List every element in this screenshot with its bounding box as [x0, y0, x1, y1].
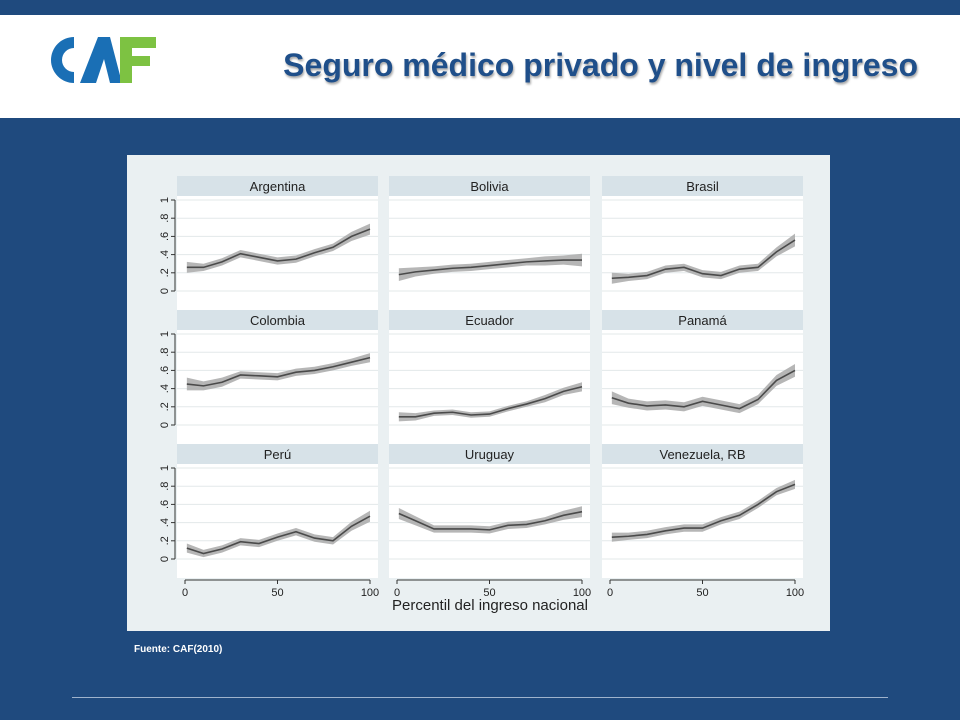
x-tick-label: 100	[361, 587, 379, 599]
y-tick-label: .8	[159, 348, 171, 357]
y-tick-label: .4	[159, 518, 171, 527]
series-line	[398, 259, 582, 276]
confidence-band	[398, 382, 582, 422]
facet-strip	[389, 176, 590, 196]
facet-strip	[389, 444, 590, 464]
x-tick-label: 50	[483, 587, 495, 599]
facet-strip	[389, 310, 590, 330]
series-line	[398, 386, 583, 418]
chart-panel: Argentina 0 .2 .4 .6 .8 1 Bolivia Brasil Colombia…	[127, 155, 830, 631]
facet-title: Argentina	[250, 179, 306, 194]
facet-strip	[602, 176, 803, 196]
facet-panam-: Panamá	[602, 310, 803, 444]
page-title: Seguro médico privado y nivel de ingreso	[283, 47, 918, 83]
facet-strip	[602, 310, 803, 330]
plot-area	[389, 330, 590, 444]
series-line	[611, 483, 796, 538]
confidence-band	[186, 223, 370, 273]
facet-strip	[177, 310, 378, 330]
footer-divider	[72, 697, 888, 698]
facet-title: Uruguay	[465, 447, 515, 462]
facet-title: Venezuela, RB	[659, 447, 745, 462]
series-line	[611, 369, 796, 410]
facet-uruguay: Uruguay 0 50 100	[389, 444, 591, 599]
x-tick-label: 0	[394, 587, 400, 599]
plot-area	[389, 196, 590, 310]
y-tick-label: .4	[159, 250, 171, 259]
facet-title: Colombia	[250, 313, 306, 328]
x-tick-label: 0	[607, 587, 613, 599]
y-tick-label: .8	[159, 482, 171, 491]
y-tick-label: .6	[159, 366, 171, 375]
y-tick-label: 0	[159, 556, 171, 562]
x-tick-label: 0	[182, 587, 188, 599]
chart-svg: Argentina 0 .2 .4 .6 .8 1 Bolivia Brasil Colombia…	[159, 176, 804, 614]
y-tick-label: 1	[159, 197, 171, 203]
x-tick-label: 100	[786, 587, 804, 599]
x-axis-title: Percentil del ingreso nacional	[392, 597, 588, 614]
y-tick-label: .4	[159, 384, 171, 393]
header: Seguro médico privado y nivel de ingreso	[0, 15, 960, 118]
confidence-band	[611, 364, 795, 414]
y-tick-label: .2	[159, 268, 171, 277]
facet-ecuador: Ecuador	[389, 310, 590, 444]
y-tick-label: .6	[159, 500, 171, 509]
y-tick-label: 0	[159, 422, 171, 428]
facet-title: Brasil	[686, 179, 719, 194]
series-line	[186, 515, 371, 555]
plot-area	[177, 196, 378, 310]
facet-title: Ecuador	[465, 313, 514, 328]
logo-f-shape	[120, 37, 156, 83]
facet-title: Perú	[264, 447, 291, 462]
x-tick-label: 50	[271, 587, 283, 599]
y-tick-label: 0	[159, 288, 171, 294]
plot-area	[602, 464, 803, 578]
caf-logo	[51, 37, 156, 83]
facet-bolivia: Bolivia	[389, 176, 590, 310]
facet-per-: Perú 0 .2 .4 .6 .8 1 0 50 100	[159, 444, 379, 599]
y-tick-label: .2	[159, 402, 171, 411]
facet-colombia: Colombia 0 .2 .4 .6 .8 1	[159, 310, 378, 444]
facet-title: Bolivia	[470, 179, 509, 194]
logo-a-shape	[80, 37, 122, 83]
confidence-band	[186, 353, 370, 391]
y-tick-label: .2	[159, 536, 171, 545]
top-band	[0, 0, 960, 15]
facet-brasil: Brasil	[602, 176, 803, 310]
x-tick-label: 100	[573, 587, 591, 599]
series-line	[186, 228, 371, 269]
plot-area	[177, 464, 378, 578]
y-tick-label: 1	[159, 331, 171, 337]
facet-argentina: Argentina 0 .2 .4 .6 .8 1	[159, 176, 378, 310]
x-tick-label: 50	[696, 587, 708, 599]
facet-strip	[177, 444, 378, 464]
source-note: Fuente: CAF(2010)	[134, 644, 223, 655]
y-tick-label: 1	[159, 465, 171, 471]
facet-strip	[602, 444, 803, 464]
series-line	[398, 510, 583, 531]
series-line	[186, 356, 371, 387]
logo-c-shape	[51, 37, 74, 83]
facet-strip	[177, 176, 378, 196]
series-line	[611, 239, 796, 280]
confidence-band	[398, 253, 582, 281]
facet-title: Panamá	[678, 313, 727, 328]
confidence-band	[398, 506, 582, 534]
y-tick-label: .8	[159, 214, 171, 223]
facet-venezuela-rb: Venezuela, RB 0 50 100	[602, 444, 804, 599]
y-tick-label: .6	[159, 232, 171, 241]
